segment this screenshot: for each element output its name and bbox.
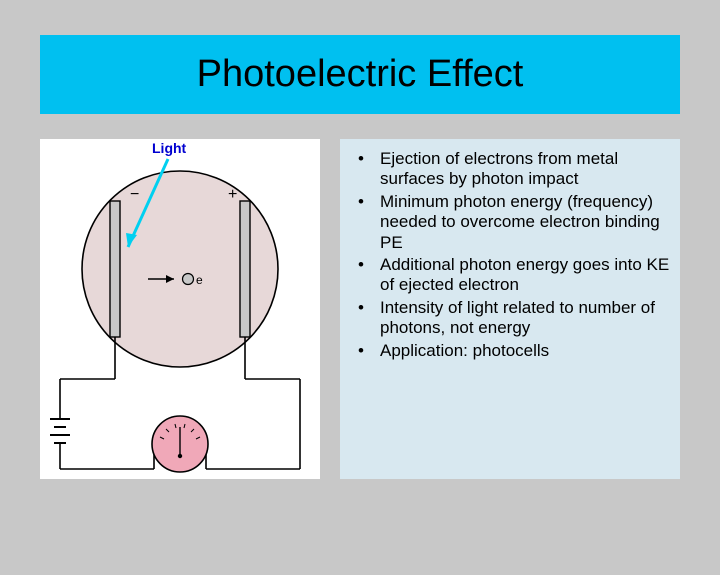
bullet-item: •Ejection of electrons from metal surfac… — [358, 149, 670, 190]
electron-label: e — [196, 273, 203, 287]
anode-plate — [240, 201, 250, 337]
bullet-marker: • — [358, 192, 380, 253]
bullet-text: Ejection of electrons from metal surface… — [380, 149, 670, 190]
photoelectric-diagram: − + Light e — [40, 139, 320, 479]
bullet-text: Intensity of light related to number of … — [380, 298, 670, 339]
diagram-panel: − + Light e — [40, 139, 320, 479]
light-label: Light — [152, 140, 187, 156]
bullet-item: •Application: photocells — [358, 341, 670, 361]
title-bar: Photoelectric Effect — [40, 35, 680, 114]
cathode-plate — [110, 201, 120, 337]
minus-label: − — [130, 186, 139, 203]
bullet-text: Minimum photon energy (frequency) needed… — [380, 192, 670, 253]
meter-pivot — [178, 454, 182, 458]
bullet-item: •Minimum photon energy (frequency) neede… — [358, 192, 670, 253]
bullet-text: Application: photocells — [380, 341, 670, 361]
bullet-text: Additional photon energy goes into KE of… — [380, 255, 670, 296]
bullet-marker: • — [358, 298, 380, 339]
bullet-item: •Additional photon energy goes into KE o… — [358, 255, 670, 296]
slide-title: Photoelectric Effect — [197, 53, 524, 95]
bullet-marker: • — [358, 255, 380, 296]
text-panel: •Ejection of electrons from metal surfac… — [340, 139, 680, 479]
bullet-marker: • — [358, 341, 380, 361]
content-area: − + Light e — [0, 139, 720, 479]
electron-icon — [183, 274, 194, 285]
plus-label: + — [228, 186, 237, 203]
bullet-marker: • — [358, 149, 380, 190]
bullet-item: •Intensity of light related to number of… — [358, 298, 670, 339]
